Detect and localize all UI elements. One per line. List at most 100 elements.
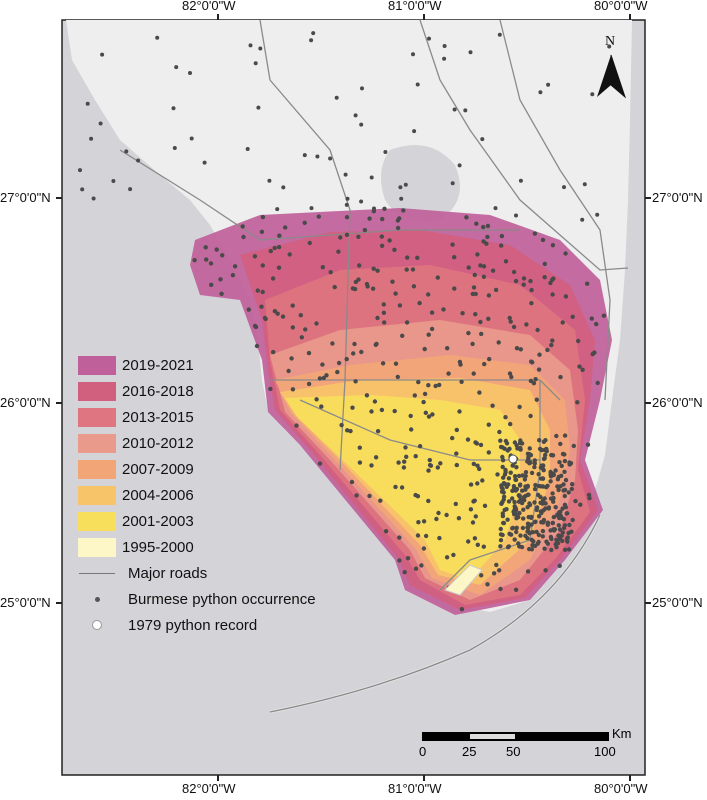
occurrence-dot bbox=[379, 407, 385, 413]
occurrence-dot bbox=[510, 488, 515, 493]
occurrence-dot bbox=[336, 249, 341, 254]
occurrence-dot bbox=[457, 409, 462, 414]
occurrence-dot bbox=[367, 216, 372, 221]
occurrence-dot bbox=[334, 95, 339, 100]
occurrence-dot bbox=[466, 265, 471, 270]
occurrence-dot bbox=[500, 511, 505, 516]
occurrence-dot bbox=[422, 391, 428, 397]
occurrence-dot bbox=[262, 315, 268, 321]
occurrence-dot bbox=[91, 196, 96, 201]
legend-occurrence: Burmese python occurrence bbox=[78, 586, 316, 612]
legend-label: 1979 python record bbox=[128, 616, 258, 634]
legend-label: 2016-2018 bbox=[122, 382, 194, 400]
occurrence-dot bbox=[475, 542, 480, 547]
occurrence-dot bbox=[512, 499, 517, 505]
occurrence-dot bbox=[514, 465, 519, 470]
occurrence-dot bbox=[512, 474, 518, 479]
occurrence-dot bbox=[272, 245, 277, 251]
occurrence-dot bbox=[519, 544, 525, 550]
occurrence-dot bbox=[480, 478, 485, 483]
occurrence-dot bbox=[415, 82, 420, 87]
occurrence-dot bbox=[413, 454, 418, 459]
occurrence-dot bbox=[540, 476, 546, 481]
occurrence-dot bbox=[437, 535, 442, 541]
record-1979-marker bbox=[508, 454, 518, 464]
occurrence-dot bbox=[475, 252, 480, 257]
occurrence-dot bbox=[558, 441, 563, 447]
legend-swatch bbox=[78, 537, 116, 557]
occurrence-dot bbox=[375, 429, 381, 434]
scale-tick: 100 bbox=[594, 744, 616, 759]
occurrence-dot bbox=[510, 463, 515, 468]
occurrence-dot bbox=[426, 292, 431, 297]
occurrence-dot bbox=[302, 220, 307, 225]
occurrence-dot bbox=[571, 443, 576, 449]
occurrence-dot bbox=[518, 178, 523, 183]
occurrence-dot bbox=[544, 448, 549, 454]
occurrence-dot bbox=[399, 485, 405, 490]
occurrence-dot bbox=[379, 243, 385, 248]
occurrence-dot bbox=[456, 516, 462, 521]
occurrence-dot bbox=[534, 529, 539, 535]
occurrence-dot bbox=[471, 285, 477, 290]
occurrence-dot bbox=[531, 539, 536, 544]
lake-okeechobee bbox=[381, 145, 460, 221]
occurrence-dot bbox=[260, 263, 265, 268]
occurrence-dot bbox=[383, 529, 389, 534]
occurrence-dot bbox=[486, 450, 491, 455]
occurrence-dot bbox=[580, 367, 585, 372]
scale-tick: 25 bbox=[462, 744, 477, 759]
occurrence-dot bbox=[540, 528, 546, 534]
occurrence-dot bbox=[498, 544, 503, 549]
occurrence-dot bbox=[481, 274, 487, 279]
occurrence-dot bbox=[569, 486, 574, 492]
occurrence-dot bbox=[521, 276, 527, 281]
occurrence-dot bbox=[482, 361, 487, 367]
occurrence-dot bbox=[468, 507, 474, 512]
scale-unit: Km bbox=[612, 726, 632, 741]
occurrence-dot bbox=[481, 264, 487, 269]
occurrence-dot bbox=[485, 223, 491, 229]
occurrence-dot bbox=[423, 533, 429, 539]
occurrence-dot bbox=[473, 312, 478, 317]
occurrence-dot bbox=[546, 82, 551, 87]
occurrence-dot bbox=[373, 455, 379, 460]
occurrence-dot bbox=[550, 453, 556, 458]
occurrence-dot bbox=[404, 267, 409, 272]
legend-swatch bbox=[78, 381, 116, 401]
occurrence-dot bbox=[397, 535, 402, 540]
occurrence-dot bbox=[536, 472, 541, 477]
occurrence-dot bbox=[521, 516, 526, 521]
occurrence-dot bbox=[356, 277, 361, 282]
occurrence-dot bbox=[566, 530, 571, 536]
occurrence-dot bbox=[501, 497, 506, 502]
occurrence-dot bbox=[382, 320, 387, 325]
occurrence-dot bbox=[499, 243, 504, 248]
axis-ticks bbox=[56, 14, 651, 781]
occurrence-dot bbox=[538, 500, 543, 505]
occurrence-dot bbox=[532, 231, 538, 236]
occurrence-dot bbox=[370, 286, 376, 291]
occurrence-dot bbox=[567, 522, 572, 528]
right-label-25n: 25°0'0"N bbox=[652, 595, 703, 610]
occurrence-dot bbox=[381, 310, 387, 315]
occurrence-dot bbox=[435, 275, 440, 280]
occurrence-dot bbox=[560, 320, 565, 325]
occurrence-dot bbox=[525, 536, 530, 541]
occurrence-dot bbox=[457, 163, 462, 168]
occurrence-dot bbox=[412, 129, 417, 134]
occurrence-dot bbox=[473, 514, 478, 519]
occurrence-dot bbox=[306, 381, 312, 387]
occurrence-dot bbox=[508, 470, 513, 475]
occurrence-dot bbox=[518, 533, 523, 538]
occurrence-dot bbox=[401, 465, 407, 470]
occurrence-dot bbox=[357, 263, 362, 268]
occurrence-dot bbox=[446, 371, 451, 376]
occurrence-dot bbox=[590, 92, 595, 97]
occurrence-dot bbox=[457, 359, 463, 365]
occurrence-dot bbox=[545, 522, 550, 527]
occurrence-dot bbox=[470, 341, 475, 347]
occurrence-dot bbox=[532, 500, 537, 505]
occurrence-dot bbox=[344, 356, 349, 362]
record-1995-2000-area bbox=[444, 564, 483, 596]
